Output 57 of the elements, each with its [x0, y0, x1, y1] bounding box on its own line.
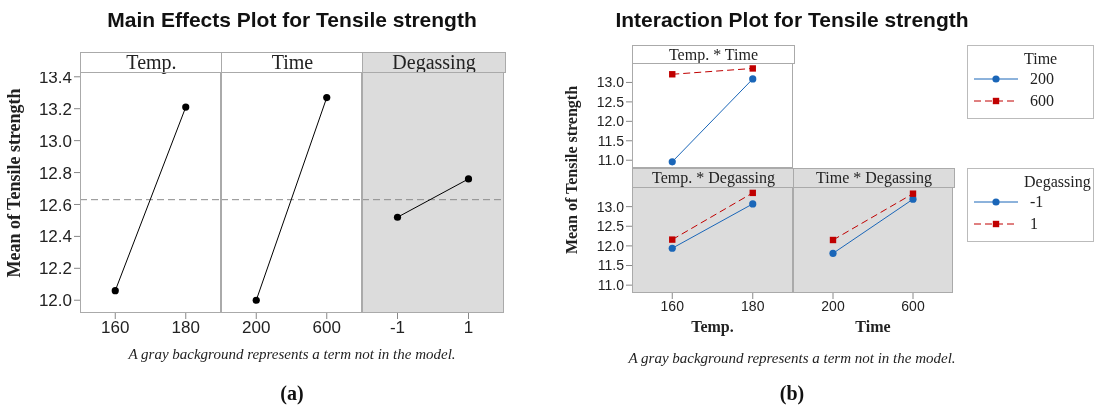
x-tick-label: 160 — [660, 297, 685, 314]
chart-title: Degassing — [362, 51, 506, 73]
x-tick-label: 200 — [242, 318, 271, 338]
y-axis-title: Mean of Tensile strength — [563, 85, 581, 255]
text: Main Effects Plot for Tensile strength — [106, 8, 478, 32]
x-tick-label: 600 — [901, 297, 925, 314]
y-tick-label: 12.0 — [38, 291, 72, 311]
y-tick-label: 11.0 — [597, 277, 625, 294]
point — [749, 75, 757, 83]
y-tick-label: 12.0 — [596, 237, 625, 254]
legend-title: Degassing — [1023, 173, 1092, 191]
text: A gray background represents a term not in the model. — [627, 350, 957, 367]
point — [669, 236, 676, 243]
y-tick-label: 11.0 — [597, 152, 625, 169]
chart-title: Temp. — [80, 51, 223, 73]
text: (a) — [279, 382, 305, 405]
x-tick-label: 180 — [741, 297, 765, 314]
x-tick-label: 600 — [312, 318, 341, 338]
chart-title: Time — [221, 51, 364, 73]
legend-label: 1 — [1030, 215, 1038, 233]
y-tick-label: 13.2 — [38, 99, 72, 119]
x-tick-label: 180 — [171, 318, 200, 338]
y-tick-label: 12.5 — [596, 93, 625, 110]
y-tick-label: 13.0 — [38, 131, 72, 151]
y-tick-label: 13.0 — [596, 198, 625, 215]
y-tick-label: 11.5 — [597, 257, 625, 274]
chart-title: Temp. * Degassing — [632, 168, 795, 188]
x-axis-title: Time — [854, 318, 892, 336]
legend-title: Time — [1023, 50, 1059, 68]
point — [668, 158, 676, 166]
text: (b) — [778, 382, 806, 405]
legend-label: 200 — [1030, 70, 1054, 88]
x-axis-title: Temp. — [690, 318, 735, 336]
y-tick-label: 12.6 — [38, 195, 72, 215]
y-tick-label: 12.0 — [596, 113, 625, 130]
chart-title: Time * Degassing — [793, 168, 955, 188]
point — [749, 200, 757, 208]
y-tick-label: 12.5 — [596, 218, 625, 235]
y-tick-label: 12.4 — [38, 227, 72, 247]
x-tick-label: -1 — [389, 318, 406, 338]
y-axis-title: Mean of Tensile strength — [3, 88, 25, 278]
point — [749, 65, 756, 72]
chart-title: Temp. * Time — [632, 45, 795, 64]
y-tick-label: 11.5 — [597, 132, 625, 149]
point — [909, 190, 917, 197]
point — [829, 249, 837, 257]
x-tick-label: 1 — [463, 318, 474, 338]
y-tick-label: 13.0 — [596, 74, 625, 91]
y-tick-label: 12.8 — [38, 163, 72, 183]
y-tick-label: 12.2 — [38, 259, 72, 279]
text: Interaction Plot for Tensile strength — [614, 8, 970, 32]
point — [668, 244, 676, 252]
legend-label: 600 — [1030, 92, 1054, 110]
x-tick-label: 160 — [101, 318, 130, 338]
legend-label: -1 — [1030, 193, 1044, 211]
x-tick-label: 200 — [821, 297, 845, 314]
text: A gray background represents a term not in the model. — [127, 346, 457, 363]
